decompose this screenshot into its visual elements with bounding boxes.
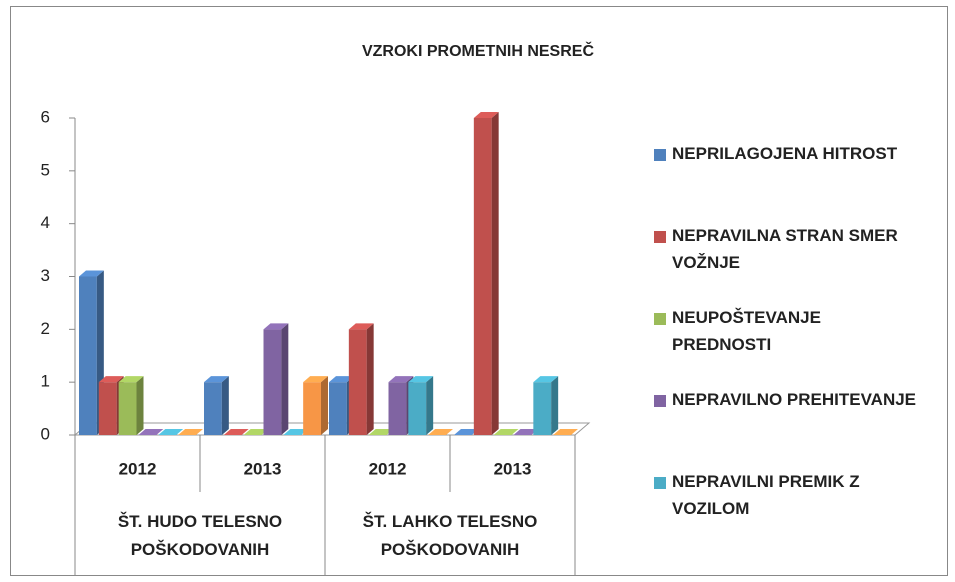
legend-item: NEPRAVILNI PREMIK Z VOZILOM	[648, 468, 918, 550]
bar-top	[493, 429, 519, 435]
bar-side	[551, 376, 559, 435]
bar-top	[263, 323, 289, 330]
bar-front	[303, 382, 321, 435]
bar-side	[221, 376, 229, 435]
bar-top	[98, 376, 124, 383]
bar-top	[473, 112, 499, 118]
y-tick-label: 2	[41, 319, 50, 338]
chart-frame	[10, 6, 948, 576]
legend-item: NEPRAVILNA STRAN SMER VOŽNJE	[648, 222, 918, 304]
bar	[408, 376, 434, 435]
bar-top	[118, 376, 144, 383]
legend-item: NEPRILAGOJENA HITROST	[648, 140, 918, 222]
bar	[303, 376, 328, 435]
bar-front	[98, 382, 117, 435]
bar-front	[533, 382, 552, 435]
bar	[263, 323, 289, 435]
bar-top	[283, 429, 309, 435]
x-tick-label: 2013	[494, 459, 532, 478]
bar-top	[223, 429, 249, 435]
group-label: ŠT. LAHKO TELESNO POŠKODOVANIH	[362, 512, 538, 559]
bar-top	[408, 376, 434, 383]
chart-title: VZROKI PROMETNIH NESREČ	[362, 41, 594, 60]
bar-top	[329, 376, 354, 383]
bar-top	[428, 429, 453, 435]
y-tick-label: 6	[41, 107, 50, 126]
y-tick-label: 1	[41, 372, 50, 391]
bar	[428, 429, 453, 435]
bar	[348, 323, 374, 435]
bar	[553, 429, 578, 435]
bar	[454, 429, 479, 435]
bar-front	[329, 382, 347, 435]
x-tick-label: 2012	[369, 459, 407, 478]
legend-item: NEPRAVILNO PREHITEVANJE	[648, 386, 918, 468]
bar	[493, 429, 519, 435]
legend-swatch	[654, 313, 666, 325]
legend-label: NEPRILAGOJENA HITROST	[672, 144, 898, 163]
bar-front	[473, 118, 492, 435]
bar-top	[388, 376, 414, 383]
bar	[138, 429, 164, 435]
legend-swatch	[654, 231, 666, 243]
legend-swatch	[654, 149, 666, 161]
bar-top	[138, 429, 164, 435]
bar-top	[454, 429, 479, 435]
bar-top	[204, 376, 229, 383]
bar	[79, 270, 104, 435]
bar-front	[79, 276, 97, 435]
bar-side	[366, 323, 374, 435]
legend-label: NEPRAVILNO PREHITEVANJE	[672, 390, 917, 409]
bar-front	[408, 382, 427, 435]
legend-label: NEPRAVILNI PREMIK Z VOZILOM	[672, 472, 860, 518]
bar-top	[368, 429, 394, 435]
bar	[204, 376, 229, 435]
bar-front	[348, 329, 367, 435]
bar-side	[321, 376, 328, 435]
bar-side	[491, 112, 499, 435]
bar	[158, 429, 184, 435]
legend-swatch	[654, 395, 666, 407]
bar	[473, 112, 499, 435]
group-label: ŠT. HUDO TELESNO POŠKODOVANIH	[117, 512, 283, 559]
bar	[283, 429, 309, 435]
bar-front	[204, 382, 222, 435]
bar-side	[281, 323, 289, 435]
bar-top	[513, 429, 539, 435]
y-tick-label: 4	[41, 213, 50, 232]
y-tick-label: 5	[41, 160, 50, 179]
x-tick-label: 2012	[119, 459, 157, 478]
bar	[223, 429, 249, 435]
y-tick-label: 0	[41, 424, 50, 443]
bar-side	[426, 376, 434, 435]
bar-front	[118, 382, 137, 435]
bar-top	[243, 429, 269, 435]
x-tick-label: 2013	[244, 459, 282, 478]
y-tick-label: 3	[41, 266, 50, 285]
bar	[533, 376, 559, 435]
bar-top	[158, 429, 184, 435]
bar-front	[388, 382, 407, 435]
bar-top	[178, 429, 203, 435]
bar	[368, 429, 394, 435]
legend: NEPRILAGOJENA HITROST NEPRAVILNA STRAN SM…	[648, 140, 918, 550]
bar-top	[553, 429, 578, 435]
bar-front	[263, 329, 282, 435]
legend-item: NEUPOŠTEVANJE PREDNOSTI	[648, 304, 918, 386]
bar-top	[533, 376, 559, 383]
legend-label: NEPRAVILNA STRAN SMER VOŽNJE	[672, 226, 898, 272]
bar	[243, 429, 269, 435]
bar-side	[136, 376, 144, 435]
bar	[513, 429, 539, 435]
bar	[118, 376, 144, 435]
bar-top	[79, 270, 104, 277]
legend-label: NEUPOŠTEVANJE PREDNOSTI	[672, 308, 821, 354]
bar-top	[348, 323, 374, 330]
legend-swatch	[654, 477, 666, 489]
bar-top	[303, 376, 328, 383]
bar	[178, 429, 203, 435]
